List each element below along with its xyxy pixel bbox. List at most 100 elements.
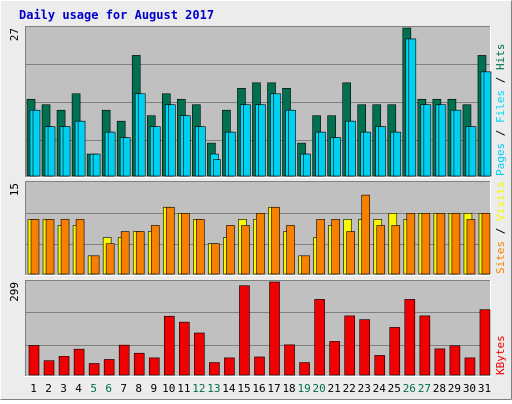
bar-pages — [77, 120, 86, 177]
bar-pages — [137, 93, 146, 177]
x-tick-label: 15 — [237, 382, 250, 395]
bar-pages — [47, 126, 56, 177]
x-tick-label: 6 — [105, 382, 112, 395]
bar-pages — [92, 153, 101, 177]
legend-bottom: KBytes — [494, 335, 507, 375]
bar-pages — [228, 131, 236, 177]
x-tick-label: 31 — [478, 382, 491, 395]
x-tick-label: 9 — [150, 382, 157, 395]
panel-bottom: 299 KBytes — [8, 280, 507, 377]
x-tick-label: 18 — [282, 382, 295, 395]
max-label-bottom: 299 — [8, 282, 21, 302]
bar-pages — [363, 131, 372, 177]
bar-pages — [183, 115, 191, 177]
bar-sites — [256, 213, 265, 275]
x-tick-label: 11 — [177, 382, 190, 395]
bar-pages — [273, 93, 281, 177]
bar-pages — [483, 71, 492, 177]
chart-title: Daily usage for August 2017 — [19, 8, 214, 22]
bar-kbytes — [103, 359, 115, 376]
legend-kbytes: KBytes — [494, 335, 507, 375]
bar-pages — [107, 131, 116, 177]
bar-kbytes — [179, 321, 190, 376]
bar-kbytes — [419, 315, 431, 376]
x-axis-labels: 1 2 3 4 5 6 7 8 9 10 11 12 13 14 15 16 17 18 19 20 21 22 23 24 2… — [30, 382, 491, 395]
legend-sites: Sites — [494, 241, 507, 274]
bar-sites — [361, 194, 371, 275]
x-tick-label: 5 — [90, 382, 97, 395]
bar-pages — [258, 104, 266, 177]
bar-sites — [301, 255, 310, 275]
bar-pages — [423, 104, 432, 177]
bar-kbytes — [464, 357, 476, 376]
bar-sites — [150, 225, 160, 275]
bar-sites — [436, 213, 446, 275]
x-tick-label: 8 — [135, 382, 142, 395]
bar-sites — [421, 213, 431, 275]
bar-sites — [120, 231, 130, 275]
bar-sites — [466, 219, 476, 275]
bar-kbytes — [88, 363, 100, 376]
panel-top: 27 Pages / Files / Hits — [8, 26, 507, 178]
bar-sites — [165, 206, 175, 275]
bar-kbytes — [449, 345, 461, 376]
max-label-top: 27 — [8, 28, 21, 41]
bar-pages — [152, 126, 161, 177]
bar-kbytes — [284, 344, 295, 376]
bar-pages — [393, 131, 402, 177]
bar-pages — [213, 159, 221, 177]
x-tick-label: 12 — [192, 382, 205, 395]
bar-sites — [391, 225, 401, 275]
legend-files: Files — [494, 90, 507, 123]
legend-hits: Hits — [494, 44, 507, 71]
x-tick-label: 16 — [252, 382, 265, 395]
bar-kbytes — [239, 285, 250, 376]
bar-kbytes — [434, 348, 446, 376]
bar-kbytes — [224, 357, 235, 376]
bar-kbytes — [359, 319, 371, 376]
bar-kbytes — [133, 352, 145, 376]
bar-sites — [211, 243, 220, 275]
bar-sites — [226, 225, 235, 275]
bar-sites — [331, 219, 340, 275]
bar-sites — [271, 206, 280, 275]
bar-sites — [346, 231, 355, 275]
bar-pages — [333, 137, 341, 177]
x-tick-label: 19 — [297, 382, 310, 395]
bar-sites — [316, 219, 325, 275]
bar-sites — [45, 219, 55, 275]
x-tick-label: 3 — [60, 382, 67, 395]
bar-pages — [408, 38, 417, 177]
chart-panels: 27 Pages / Files / Hits 15 Sites / Visits 29… — [8, 26, 507, 377]
bar-sites — [241, 225, 250, 275]
x-tick-label: 13 — [207, 382, 220, 395]
x-tick-label: 17 — [267, 382, 280, 395]
x-tick-label: 23 — [358, 382, 371, 395]
bar-pages — [378, 126, 387, 177]
bar-kbytes — [299, 362, 310, 376]
x-tick-label: 20 — [313, 382, 326, 395]
bar-sites — [376, 225, 386, 275]
bar-kbytes — [194, 332, 205, 376]
panel-middle: 15 Sites / Visits — [8, 181, 507, 276]
bar-kbytes — [314, 299, 325, 376]
x-tick-label: 30 — [463, 382, 476, 395]
bar-kbytes — [163, 315, 175, 376]
bar-kbytes — [329, 341, 340, 376]
legend-visits: Visits — [494, 181, 507, 221]
bar-kbytes — [389, 327, 401, 376]
bar-pages — [62, 126, 71, 177]
bar-kbytes — [404, 299, 416, 376]
bar-kbytes — [118, 344, 130, 376]
legend-separator: / — [494, 123, 507, 143]
bar-kbytes — [209, 362, 220, 376]
x-tick-label: 26 — [403, 382, 416, 395]
bar-pages — [453, 109, 462, 177]
bar-pages — [303, 153, 311, 177]
x-tick-label: 27 — [418, 382, 431, 395]
bar-pages — [468, 126, 477, 177]
bar-kbytes — [269, 281, 280, 376]
bar-sites — [60, 219, 70, 275]
bar-sites — [286, 225, 295, 275]
